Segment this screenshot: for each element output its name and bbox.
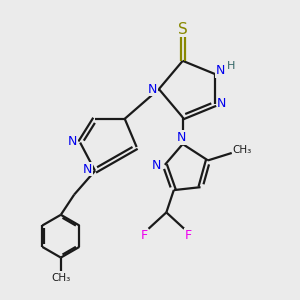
Text: N: N	[68, 135, 77, 148]
Text: N: N	[148, 82, 157, 96]
Text: H: H	[227, 61, 235, 71]
Text: F: F	[185, 229, 192, 242]
Text: S: S	[178, 22, 188, 37]
Text: N: N	[83, 163, 92, 176]
Text: CH₃: CH₃	[51, 272, 70, 283]
Text: N: N	[176, 131, 186, 144]
Text: CH₃: CH₃	[232, 145, 252, 155]
Text: N: N	[152, 159, 161, 172]
Text: F: F	[140, 229, 148, 242]
Text: N: N	[216, 64, 225, 77]
Text: N: N	[217, 98, 226, 110]
